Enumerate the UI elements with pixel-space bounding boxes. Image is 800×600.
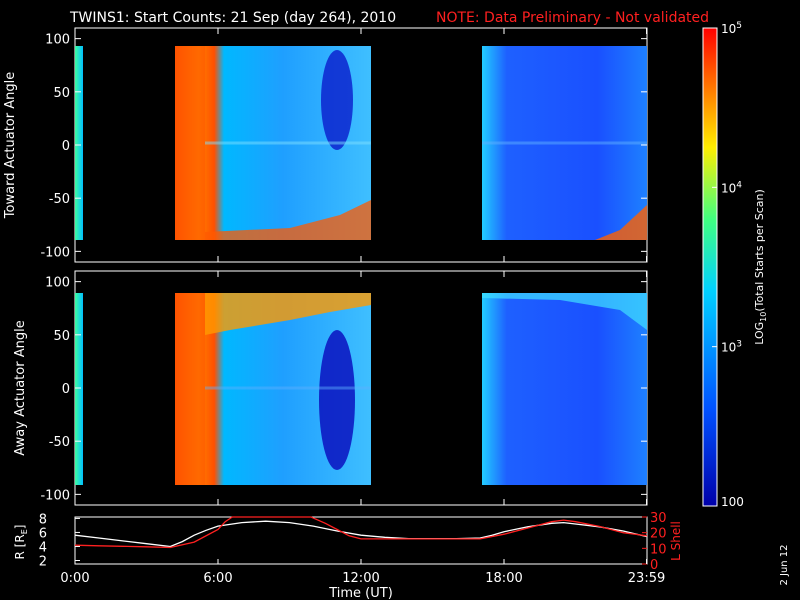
chart-title: TWINS1: Start Counts: 21 Sep (day 264), …	[69, 10, 396, 26]
ytick-label: 50	[53, 329, 70, 344]
away-panel: Away Actuator Angle 100 50 0 -50 -100	[13, 270, 648, 506]
away-low-count-dip	[319, 330, 355, 470]
xtick-label: 18:00	[485, 571, 522, 586]
left-tick-label: 8	[39, 512, 47, 527]
away-high-count-band	[175, 293, 205, 485]
orbit-lines	[74, 516, 648, 549]
series-r	[74, 520, 648, 548]
colorbar-tick-label: 100	[721, 495, 744, 509]
ytick-label: -50	[49, 435, 70, 450]
colorbar-label: LOG10(Total Starts per Scan)	[753, 189, 768, 345]
toward-high-count-band	[175, 46, 205, 240]
toward-lower-band-2	[595, 205, 647, 240]
ytick-label: 0	[62, 139, 70, 154]
date-stamp: 2 Jun 12	[779, 544, 790, 585]
xtick-label: 0:00	[60, 571, 89, 586]
right-tick-label: 10	[650, 542, 667, 557]
toward-ylabel: Toward Actuator Angle	[3, 72, 18, 219]
colorbar-tick-label: 104	[721, 180, 742, 195]
ytick-label: -50	[49, 192, 70, 207]
orbit-x-axis: 0:00 6:00 12:00 18:00 23:59	[60, 559, 665, 586]
colorbar: 105 104 103 100 LOG10(Total Starts per Scan…	[702, 21, 768, 509]
xtick-label: 23:59	[628, 571, 665, 586]
right-tick-label: 20	[650, 527, 667, 542]
left-tick-label: 6	[39, 526, 47, 541]
away-data-block-2	[482, 293, 647, 485]
left-tick-label: 2	[39, 554, 47, 569]
colorbar-tick-label: 103	[721, 340, 742, 355]
right-tick-label: 30	[650, 511, 667, 526]
away-upper-band-2	[482, 293, 647, 330]
left-tick-label: 4	[39, 540, 47, 555]
toward-low-count-dip	[321, 50, 353, 150]
away-edge-strip	[75, 293, 83, 485]
away-upper-band-1	[205, 293, 371, 335]
colorbar-tick-label: 105	[721, 21, 742, 36]
ytick-label: -100	[40, 245, 70, 260]
orbit-right-label: L Shell	[669, 521, 683, 561]
right-tick-label: 0	[650, 558, 658, 573]
orbit-xlabel: Time (UT)	[328, 586, 393, 600]
preliminary-note: NOTE: Data Preliminary - Not validated	[436, 10, 709, 26]
toward-edge-strip	[75, 46, 83, 240]
orbit-panel-frame	[74, 516, 648, 565]
xtick-label: 12:00	[342, 571, 379, 586]
toward-lower-band-1	[205, 200, 371, 240]
ytick-label: 100	[45, 276, 70, 291]
series-l-shell	[74, 516, 648, 549]
toward-panel: Toward Actuator Angle 100 50 0 -50 -100	[3, 27, 648, 263]
colorbar-scale	[702, 27, 718, 507]
away-ylabel: Away Actuator Angle	[13, 320, 28, 455]
orbit-left-label: R [RE]	[13, 525, 29, 560]
ytick-label: -100	[40, 488, 70, 503]
ytick-label: 50	[53, 86, 70, 101]
ytick-label: 0	[62, 382, 70, 397]
colorbar-ticks: 105 104 103 100	[712, 21, 744, 509]
ytick-label: 100	[45, 33, 70, 48]
xtick-label: 6:00	[203, 571, 232, 586]
